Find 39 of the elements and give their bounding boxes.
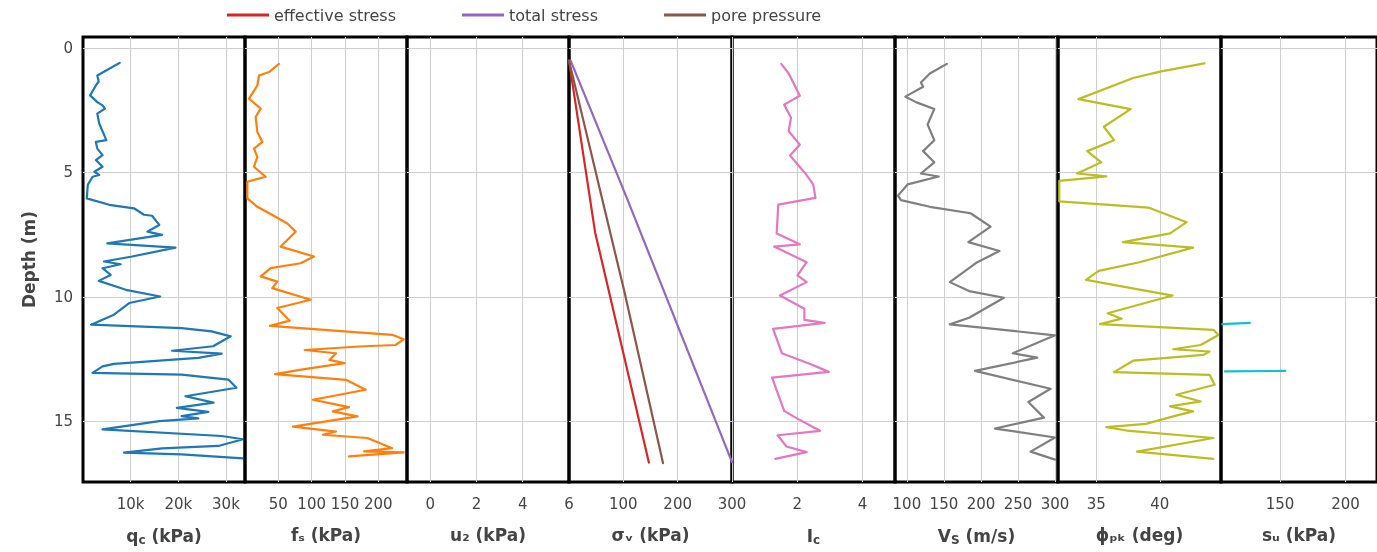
x-axis-title: fₛ (kPa) — [290, 524, 362, 545]
x-tick-label: 150 — [929, 494, 959, 513]
y-axis-title: Depth (m) — [18, 210, 39, 309]
x-tick-label: 35 — [1086, 494, 1106, 513]
legend-label: pore pressure — [711, 5, 822, 25]
x-tick-label: 20k — [164, 494, 193, 513]
y-tick-label: 10 — [53, 287, 73, 306]
x-tick-label: 150 — [330, 494, 360, 513]
x-tick-label: 4 — [517, 494, 528, 513]
x-tick-label: 300 — [717, 494, 747, 513]
y-tick-label: 0 — [63, 39, 73, 58]
x-tick-label: 200 — [364, 494, 393, 513]
line-series — [85, 61, 245, 460]
legend-label: effective stress — [274, 5, 396, 25]
x-tick-label: 150 — [1265, 494, 1295, 513]
x-tick-label: 2 — [471, 494, 482, 513]
x-tick-label: 250 — [1003, 494, 1033, 513]
x-tick-label: 200 — [1331, 494, 1360, 513]
x-tick-label: 40 — [1150, 494, 1170, 513]
y-tick-label: 5 — [63, 163, 73, 182]
x-tick-label: 100 — [609, 494, 638, 513]
x-axis-title: σᵥ (kPa) — [611, 524, 690, 545]
x-axis-title: ϕₚₖ (deg) — [1095, 524, 1184, 545]
x-tick-label: 30k — [212, 494, 241, 513]
x-tick-label: 200 — [663, 494, 692, 513]
legend-label: total stress — [508, 5, 599, 25]
x-tick-label: 2 — [792, 494, 802, 513]
x-tick-label: 300 — [1040, 494, 1070, 513]
y-tick-label: 15 — [53, 412, 73, 431]
x-tick-label: 50 — [268, 494, 288, 513]
x-tick-label: 6 — [564, 494, 574, 513]
x-axis-title: u₂ (kPa) — [450, 524, 526, 545]
x-axis-title: sᵤ (kPa) — [1261, 524, 1337, 545]
x-tick-label: 4 — [857, 494, 868, 513]
x-tick-label: 100 — [892, 494, 922, 513]
x-tick-label: 10k — [116, 494, 145, 513]
x-tick-label: 0 — [425, 494, 435, 513]
x-tick-label: 100 — [297, 494, 326, 513]
x-tick-label: 200 — [966, 494, 996, 513]
